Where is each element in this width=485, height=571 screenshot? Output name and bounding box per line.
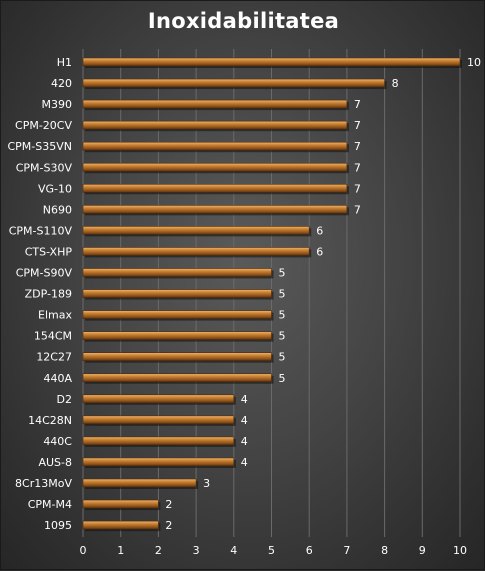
x-tick-label: 4: [230, 544, 237, 557]
bar: [82, 162, 348, 172]
data-label: 3: [203, 477, 210, 490]
category-label: CPM-S110V: [9, 224, 73, 237]
x-tick-label: 6: [306, 544, 313, 557]
x-tick-label: 3: [193, 544, 200, 557]
bar: [82, 78, 385, 88]
data-label: 5: [279, 267, 286, 280]
bar: [82, 120, 348, 130]
data-label: 5: [279, 330, 286, 343]
data-label: 5: [279, 309, 286, 322]
data-label: 5: [279, 351, 286, 364]
x-tick-label: 7: [343, 544, 350, 557]
bar: [82, 99, 348, 109]
data-label: 7: [354, 203, 361, 216]
data-label: 2: [165, 498, 172, 511]
category-label: D2: [57, 393, 72, 406]
category-label: H1: [57, 56, 72, 69]
category-label: CPM-S90V: [16, 267, 73, 280]
x-tick-label: 2: [155, 544, 162, 557]
bar: [82, 415, 235, 425]
data-label: 4: [241, 414, 248, 427]
category-label: CTS-XHP: [25, 245, 73, 258]
data-label: 4: [241, 435, 248, 448]
category-label: M390: [42, 98, 73, 111]
data-label: 7: [354, 119, 361, 132]
bar: [82, 226, 310, 235]
bar: [82, 394, 235, 404]
category-label: 440A: [43, 372, 72, 385]
bar: [82, 478, 197, 488]
bar: [82, 268, 272, 277]
category-label: 154CM: [34, 330, 72, 343]
category-label: ZDP-189: [25, 288, 72, 301]
category-label: CPM-20CV: [15, 119, 72, 132]
bar: [82, 436, 235, 446]
bar: [82, 247, 310, 256]
category-label: 8Cr13MoV: [15, 477, 72, 490]
bar: [82, 289, 272, 298]
bar: [82, 184, 348, 193]
category-label: 440C: [43, 435, 72, 448]
x-tick-label: 8: [381, 544, 388, 557]
x-tick-label: 10: [453, 544, 467, 557]
data-label: 5: [279, 288, 286, 301]
data-label: 8: [392, 77, 399, 90]
category-label: 1095: [44, 519, 72, 532]
bar: [82, 141, 348, 151]
category-label: AUS-8: [38, 456, 72, 469]
data-label: 2: [165, 519, 172, 532]
bar: [82, 457, 235, 467]
x-tick-label: 9: [419, 544, 426, 557]
bar: [82, 331, 272, 340]
category-label: 12C27: [36, 351, 72, 364]
data-label: 7: [354, 161, 361, 174]
bar: [82, 57, 461, 67]
data-label: 5: [279, 372, 286, 385]
category-label: CPM-S30V: [16, 161, 73, 174]
category-label: N690: [43, 203, 72, 216]
x-tick-label: 1: [117, 544, 124, 557]
data-label: 4: [241, 456, 248, 469]
data-label: 7: [354, 98, 361, 111]
bar: [82, 373, 272, 383]
data-label: 7: [354, 182, 361, 195]
category-label: CPM-S35VN: [7, 140, 72, 153]
category-label: 420: [51, 77, 72, 90]
data-label: 10: [467, 56, 481, 69]
bar: [82, 520, 159, 530]
data-label: 7: [354, 140, 361, 153]
data-label: 6: [316, 224, 323, 237]
bar: [82, 205, 348, 214]
category-label: VG-10: [38, 182, 72, 195]
x-tick-label: 0: [80, 544, 87, 557]
bar: [82, 310, 272, 319]
category-label: Elmax: [38, 309, 72, 322]
category-label: CPM-M4: [28, 498, 72, 511]
x-tick-label: 5: [268, 544, 275, 557]
bar: [82, 499, 159, 509]
data-label: 6: [316, 245, 323, 258]
chart-title: Inoxidabilitatea: [147, 9, 340, 33]
bar: [82, 352, 272, 362]
category-label: 14C28N: [28, 414, 72, 427]
data-label: 4: [241, 393, 248, 406]
